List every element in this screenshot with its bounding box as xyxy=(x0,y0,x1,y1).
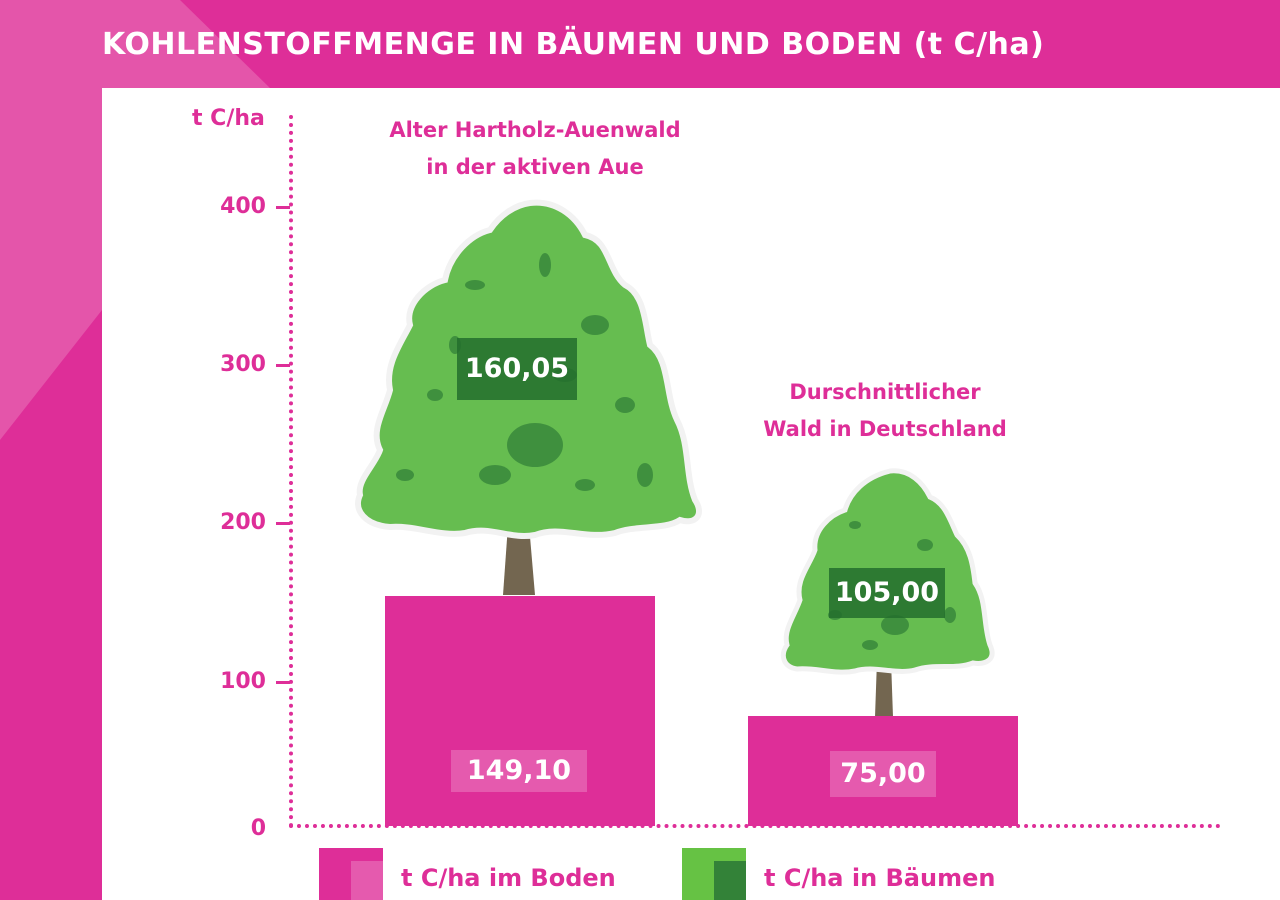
y-axis-unit: t C/ha xyxy=(192,106,265,131)
tree-value-deutschland: 105,00 xyxy=(829,568,945,618)
y-tick-100 xyxy=(276,681,290,684)
category-label-line: Wald in Deutschland xyxy=(763,417,1007,441)
legend-swatch-soil xyxy=(319,848,383,900)
y-tick-200 xyxy=(276,522,290,525)
legend-label-trees: t C/ha in Bäumen xyxy=(764,864,996,892)
tree-value-auenwald: 160,05 xyxy=(457,338,577,400)
category-label-auenwald: Alter Hartholz-Auenwald in der aktiven A… xyxy=(330,112,740,186)
soil-value-auenwald: 149,10 xyxy=(451,750,587,792)
legend-swatch-trees xyxy=(682,848,746,900)
y-tick-300 xyxy=(276,364,290,367)
category-label-deutschland: Durschnittlicher Wald in Deutschland xyxy=(730,374,1040,448)
x-axis-line xyxy=(289,824,1221,828)
y-tick-label-200: 200 xyxy=(220,510,266,535)
soil-value-deutschland: 75,00 xyxy=(830,751,936,797)
category-label-line: Alter Hartholz-Auenwald xyxy=(389,118,681,142)
y-tick-label-400: 400 xyxy=(220,194,266,219)
y-tick-label-0: 0 xyxy=(250,816,266,841)
legend-item-trees: t C/ha in Bäumen xyxy=(682,848,995,900)
y-tick-label-100: 100 xyxy=(220,669,266,694)
y-tick-400 xyxy=(276,206,290,209)
category-label-line: in der aktiven Aue xyxy=(426,155,644,179)
tree-icon-large xyxy=(355,199,702,595)
y-axis-line xyxy=(289,115,293,828)
y-tick-label-300: 300 xyxy=(220,352,266,377)
chart-title: KOHLENSTOFFMENGE IN BÄUMEN UND BODEN (t … xyxy=(102,27,1045,62)
legend-label-soil: t C/ha im Boden xyxy=(401,864,616,892)
category-label-line: Durschnittlicher xyxy=(789,380,981,404)
legend-item-soil: t C/ha im Boden xyxy=(319,848,616,900)
